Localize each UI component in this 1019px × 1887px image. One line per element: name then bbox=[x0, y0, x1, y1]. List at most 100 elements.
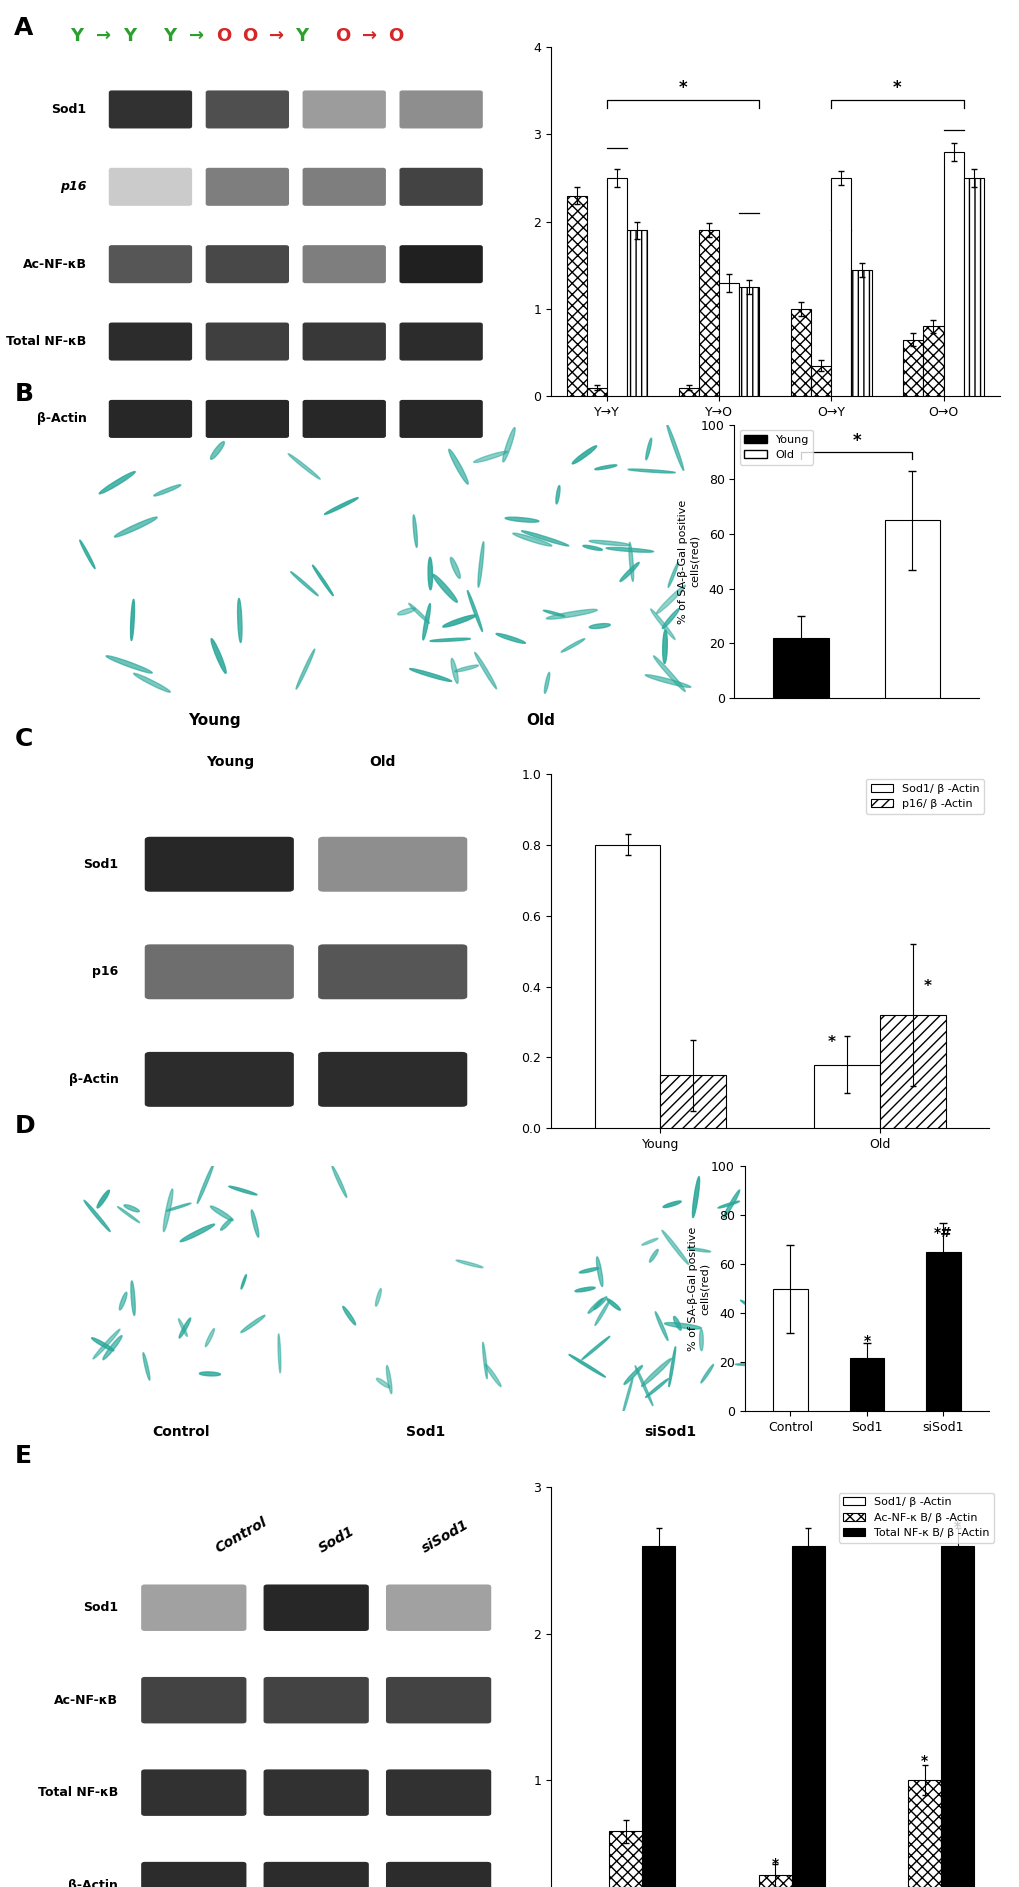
FancyBboxPatch shape bbox=[145, 944, 293, 1000]
Bar bbox=[678, 387, 698, 396]
Ellipse shape bbox=[92, 1338, 114, 1351]
FancyBboxPatch shape bbox=[206, 168, 288, 206]
Text: →: → bbox=[96, 26, 111, 45]
Text: O: O bbox=[243, 26, 258, 45]
Ellipse shape bbox=[210, 1206, 233, 1221]
Ellipse shape bbox=[143, 1353, 150, 1379]
Ellipse shape bbox=[422, 604, 430, 640]
Ellipse shape bbox=[752, 1300, 762, 1327]
Ellipse shape bbox=[760, 1202, 770, 1244]
Ellipse shape bbox=[455, 1261, 483, 1268]
Bar bbox=[606, 177, 627, 396]
FancyBboxPatch shape bbox=[385, 1862, 491, 1887]
Text: Young: Young bbox=[187, 713, 240, 728]
Ellipse shape bbox=[409, 604, 429, 623]
Ellipse shape bbox=[664, 1323, 701, 1328]
Bar bbox=[627, 230, 647, 396]
Ellipse shape bbox=[581, 1336, 609, 1361]
Text: Old: Old bbox=[369, 755, 395, 770]
FancyBboxPatch shape bbox=[206, 91, 288, 128]
Ellipse shape bbox=[375, 1289, 381, 1306]
Text: siSod1: siSod1 bbox=[419, 1517, 471, 1555]
Bar bbox=[902, 340, 922, 396]
FancyBboxPatch shape bbox=[141, 1585, 247, 1630]
Text: O: O bbox=[335, 26, 351, 45]
Text: Control: Control bbox=[152, 1425, 210, 1440]
Ellipse shape bbox=[758, 1304, 769, 1327]
Bar bbox=[718, 283, 739, 396]
Ellipse shape bbox=[442, 615, 476, 626]
Bar bbox=[963, 177, 983, 396]
Ellipse shape bbox=[331, 1166, 346, 1198]
Text: Control: Control bbox=[213, 1515, 270, 1555]
FancyBboxPatch shape bbox=[385, 1678, 491, 1723]
Ellipse shape bbox=[240, 1315, 265, 1332]
Text: *#: *# bbox=[933, 1227, 952, 1240]
Ellipse shape bbox=[761, 1353, 775, 1359]
Text: *: * bbox=[893, 79, 901, 96]
Ellipse shape bbox=[662, 630, 666, 664]
Text: Y: Y bbox=[122, 26, 136, 45]
FancyBboxPatch shape bbox=[141, 1770, 247, 1815]
Bar bbox=[790, 309, 810, 396]
Ellipse shape bbox=[717, 1202, 739, 1208]
Text: *: * bbox=[804, 1857, 811, 1870]
Ellipse shape bbox=[97, 1191, 109, 1208]
Ellipse shape bbox=[605, 547, 653, 553]
Ellipse shape bbox=[290, 572, 318, 596]
Ellipse shape bbox=[645, 676, 690, 687]
Bar bbox=[586, 387, 606, 396]
Ellipse shape bbox=[130, 600, 135, 640]
Ellipse shape bbox=[454, 664, 478, 672]
FancyBboxPatch shape bbox=[141, 1862, 247, 1887]
Ellipse shape bbox=[589, 540, 630, 545]
FancyBboxPatch shape bbox=[263, 1862, 369, 1887]
Ellipse shape bbox=[667, 562, 678, 587]
Text: Total NF-κB: Total NF-κB bbox=[38, 1787, 118, 1798]
Text: Y: Y bbox=[69, 26, 83, 45]
FancyBboxPatch shape bbox=[109, 400, 192, 438]
Ellipse shape bbox=[495, 634, 525, 643]
Ellipse shape bbox=[575, 1287, 594, 1293]
Ellipse shape bbox=[620, 562, 639, 581]
Text: Y: Y bbox=[163, 26, 175, 45]
Ellipse shape bbox=[154, 485, 180, 496]
Ellipse shape bbox=[180, 1225, 214, 1242]
FancyBboxPatch shape bbox=[109, 168, 192, 206]
FancyBboxPatch shape bbox=[303, 245, 385, 283]
Text: →: → bbox=[362, 26, 377, 45]
Bar bbox=[883, 521, 940, 698]
Ellipse shape bbox=[430, 638, 470, 642]
Ellipse shape bbox=[124, 1204, 140, 1211]
Ellipse shape bbox=[432, 574, 457, 602]
Bar bbox=[941, 1545, 973, 1887]
Ellipse shape bbox=[641, 1238, 657, 1245]
Bar bbox=[608, 1832, 641, 1887]
Text: Sod1: Sod1 bbox=[83, 1602, 118, 1613]
FancyBboxPatch shape bbox=[206, 400, 288, 438]
Ellipse shape bbox=[594, 1300, 609, 1325]
Ellipse shape bbox=[79, 540, 95, 568]
Text: *: * bbox=[923, 979, 931, 994]
Bar bbox=[922, 326, 943, 396]
Text: *: * bbox=[771, 1857, 777, 1870]
Text: Y: Y bbox=[296, 26, 309, 45]
Legend: Young, Old: Young, Old bbox=[739, 430, 812, 464]
Ellipse shape bbox=[763, 1170, 774, 1198]
Text: A: A bbox=[14, 15, 34, 40]
Text: O: O bbox=[388, 26, 404, 45]
FancyBboxPatch shape bbox=[385, 1585, 491, 1630]
Ellipse shape bbox=[197, 1164, 213, 1204]
FancyBboxPatch shape bbox=[399, 323, 482, 360]
FancyBboxPatch shape bbox=[399, 245, 482, 283]
FancyBboxPatch shape bbox=[303, 400, 385, 438]
Ellipse shape bbox=[635, 1366, 652, 1406]
Text: *: * bbox=[920, 1755, 927, 1768]
Ellipse shape bbox=[397, 608, 415, 615]
Text: →: → bbox=[190, 26, 204, 45]
Ellipse shape bbox=[761, 1247, 782, 1285]
Ellipse shape bbox=[450, 557, 460, 579]
Bar bbox=[641, 1545, 675, 1887]
Bar bbox=[830, 177, 851, 396]
Bar bbox=[698, 230, 718, 396]
